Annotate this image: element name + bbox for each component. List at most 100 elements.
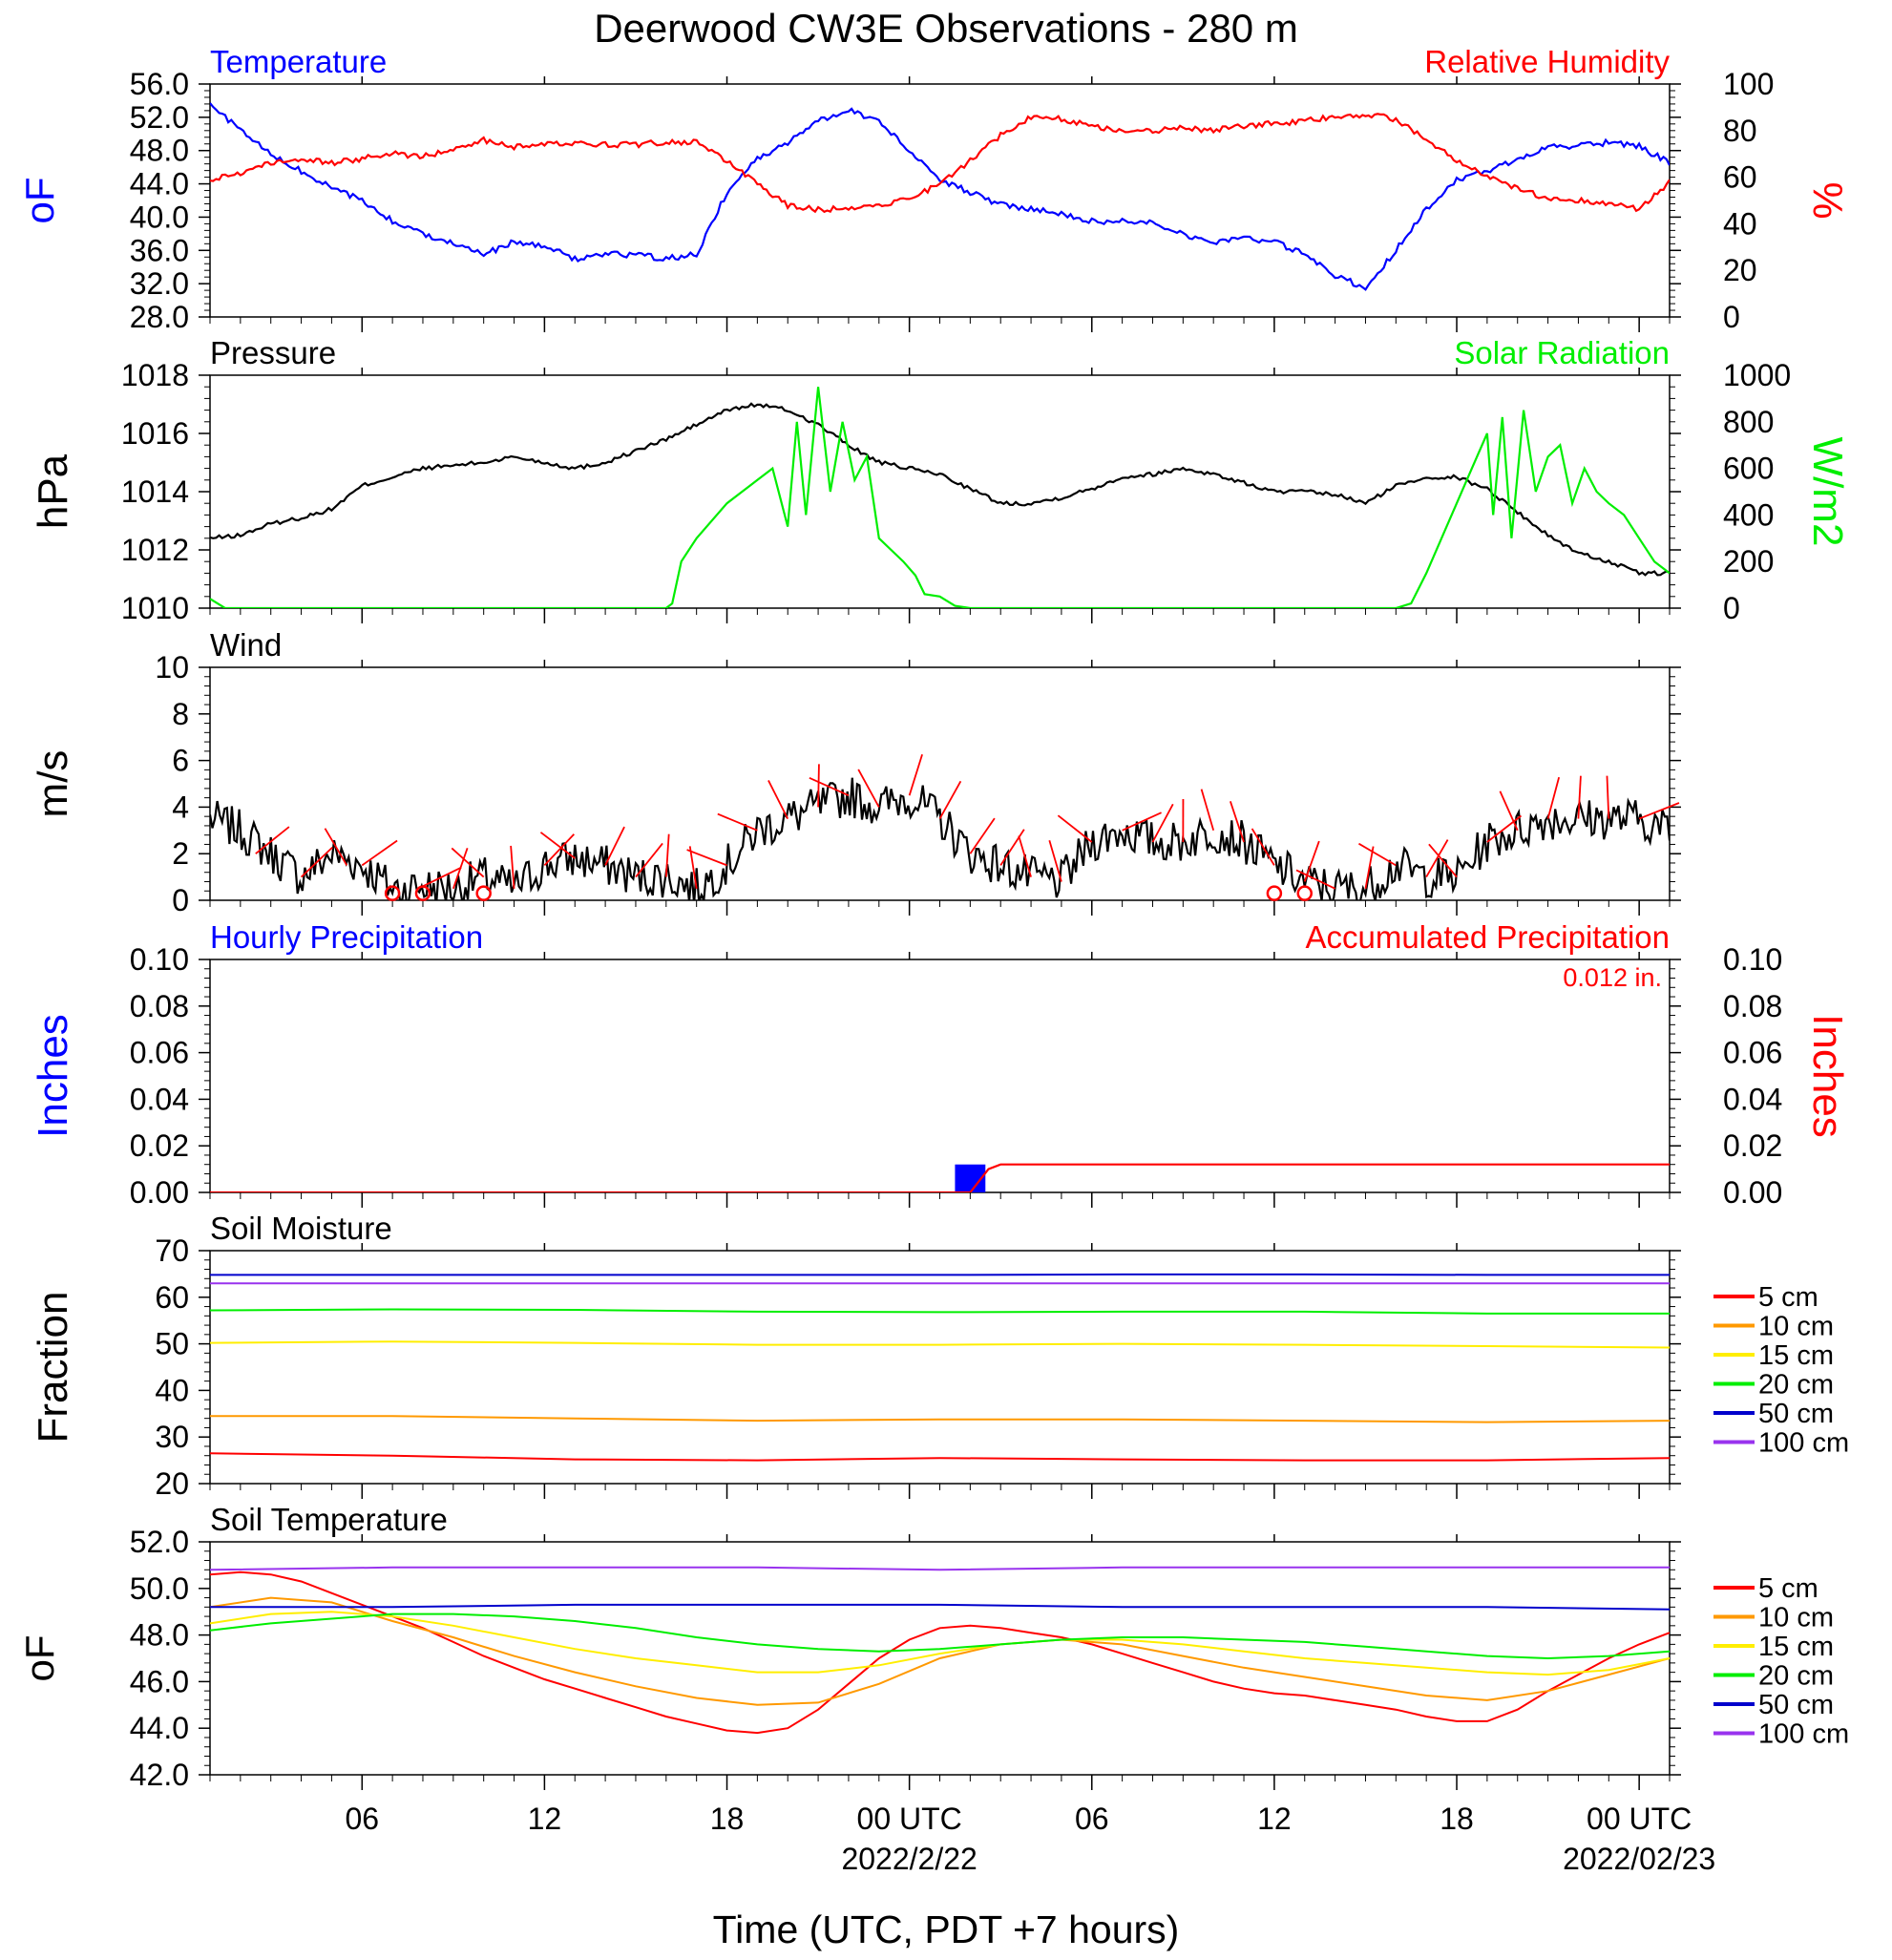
y-left-tick-label: 0.04: [130, 1082, 189, 1116]
plot-frame: [209, 666, 1671, 901]
y-left-tick-label: 48.0: [130, 1618, 189, 1653]
y-left-tick-label: 20: [155, 1466, 189, 1501]
wind-barb: [510, 845, 515, 889]
y-left-unit: Fraction: [30, 1292, 76, 1444]
wind-barb: [1428, 843, 1458, 878]
series-line-20-cm: [210, 1612, 1670, 1660]
wind-barb: [1048, 840, 1062, 882]
x-tick-label: 00 UTC: [1587, 1802, 1692, 1836]
legend-label: 10 cm: [1758, 1312, 1834, 1342]
series-line-10-cm: [210, 1596, 1670, 1706]
wind-barb: [1251, 828, 1275, 866]
legend-label: 100 cm: [1758, 1428, 1849, 1459]
wind-barb: [717, 812, 758, 832]
series-line-10-cm: [210, 1415, 1670, 1423]
series-line-100-cm: [210, 1566, 1670, 1571]
wind-barb: [539, 832, 576, 859]
series-line-accumulated-precipitation: [210, 1163, 1670, 1192]
wind-barb: [324, 828, 348, 866]
y-left-tick-label: 40: [155, 1373, 189, 1407]
x-tick-label: 06: [1075, 1802, 1109, 1836]
y-left-tick-label: 8: [172, 697, 189, 731]
wind-barb: [1638, 802, 1680, 820]
series-line-wind: [210, 777, 1670, 900]
series-line-50-cm: [210, 1603, 1670, 1611]
accumulated-total-label: 0.012 in.: [1563, 963, 1662, 992]
wind-barb: [767, 780, 789, 820]
wind-barb: [1018, 835, 1032, 877]
y-left-tick-label: 6: [172, 744, 189, 778]
y-right-tick-label: 0.02: [1723, 1128, 1782, 1163]
calm-wind-marker: [384, 885, 401, 901]
panel-soil_moisture: 20 30 40 50 60 70 Soil Moisture Fraction 5 cm10 …: [30, 1211, 1849, 1501]
y-left-tick-label: 36.0: [130, 233, 189, 267]
y-right-tick-label: 60: [1723, 160, 1757, 195]
y-right-tick-label: 0.00: [1723, 1175, 1782, 1210]
wind-barb: [1200, 789, 1215, 832]
wind-barb: [452, 848, 469, 890]
wind-barb: [809, 776, 850, 797]
wind-barb: [1499, 790, 1519, 832]
panel-left-title: Soil Moisture: [210, 1211, 392, 1246]
wind-barb: [857, 769, 880, 808]
y-left-tick-label: 1010: [121, 591, 189, 625]
series-line-20-cm: [210, 1308, 1670, 1315]
y-right-tick-label: 0: [1723, 300, 1740, 334]
y-left-tick-label: 1012: [121, 533, 189, 567]
wind-barb: [1364, 846, 1375, 889]
y-left-tick-label: 42.0: [130, 1758, 189, 1792]
wind-barb: [686, 849, 727, 867]
y-right-tick-label: 40: [1723, 206, 1757, 241]
y-right-tick-label: 200: [1723, 544, 1774, 579]
y-right-tick-label: 400: [1723, 497, 1774, 532]
series-line-15-cm: [210, 1611, 1670, 1676]
wind-barb: [255, 826, 290, 854]
wind-barb: [938, 780, 962, 820]
wind-barb: [300, 846, 333, 878]
calm-wind-marker: [475, 885, 492, 901]
y-left-unit: oF: [17, 177, 62, 223]
wind-barb: [1577, 775, 1582, 819]
y-left-tick-label: 10: [155, 650, 189, 685]
plot-frame: [209, 1250, 1671, 1485]
y-left-tick-label: 1018: [121, 358, 189, 392]
wind-barb: [1057, 814, 1093, 843]
y-left-tick-label: 50: [155, 1327, 189, 1361]
wind-barb: [1425, 839, 1449, 878]
y-left-tick-label: 0.02: [130, 1128, 189, 1163]
x-tick-date-label: 2022/02/23: [1563, 1842, 1715, 1876]
series-line-5-cm: [210, 1452, 1670, 1462]
legend-label: 5 cm: [1758, 1573, 1818, 1604]
y-left-unit: Inches: [30, 1014, 76, 1138]
y-left-tick-label: 0: [172, 883, 189, 917]
y-right-tick-label: 0: [1723, 591, 1740, 625]
panel-left-title: Temperature: [210, 44, 387, 79]
legend-label: 100 cm: [1758, 1719, 1849, 1750]
wind-barb: [1486, 814, 1523, 843]
y-left-unit: oF: [17, 1634, 62, 1681]
wind-barb: [543, 833, 575, 867]
calm-wind-marker: [1266, 885, 1283, 901]
wind-barb: [1122, 811, 1162, 832]
y-right-tick-label: 0.04: [1723, 1082, 1782, 1116]
wind-barb: [635, 842, 663, 878]
plot-frame: [209, 83, 1671, 318]
x-axis-label: Time (UTC, PDT +7 hours): [713, 1907, 1180, 1951]
y-right-tick-label: 100: [1723, 67, 1774, 101]
y-left-tick-label: 70: [155, 1233, 189, 1268]
x-tick-label: 12: [1257, 1802, 1292, 1836]
wind-barb: [1358, 842, 1397, 867]
panel-temp_rh: 28.032.036.040.044.048.052.056.0 0 20 40 60 8…: [17, 44, 1851, 334]
y-right-tick-label: 0.08: [1723, 989, 1782, 1023]
wind-barb: [1151, 803, 1174, 843]
y-left-tick-label: 0.10: [130, 942, 189, 977]
x-tick-label: 18: [1440, 1802, 1474, 1836]
series-line-relative-humidity: [210, 113, 1670, 214]
y-left-tick-label: 44.0: [130, 167, 189, 201]
wind-barb: [664, 833, 670, 877]
y-left-tick-label: 0.08: [130, 989, 189, 1023]
y-right-unit: W/m2: [1804, 437, 1851, 547]
plot-frame: [209, 374, 1671, 609]
series-line-15-cm: [210, 1340, 1670, 1349]
